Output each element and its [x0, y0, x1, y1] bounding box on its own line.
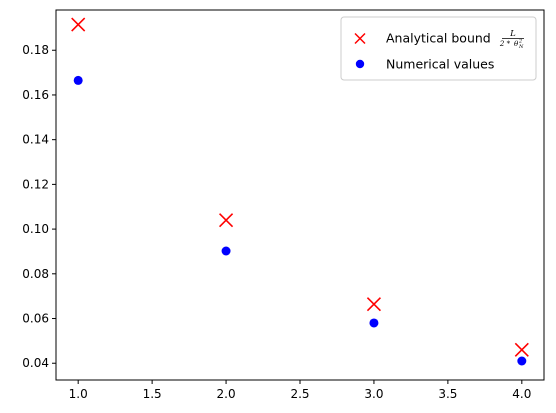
y-tick-label: 0.18: [22, 43, 49, 57]
y-tick-label: 0.10: [22, 222, 49, 236]
x-tick-label: 2.0: [217, 387, 236, 401]
svg-text:L: L: [509, 29, 516, 39]
data-points: [71, 17, 529, 366]
legend-marker-analytical: [354, 32, 366, 45]
x-tick-label: 4.0: [512, 387, 531, 401]
svg-text:N: N: [518, 44, 524, 50]
analytical-bound-point: [71, 17, 86, 32]
x-tick-label: 3.5: [438, 387, 457, 401]
numerical-value-point: [517, 356, 527, 366]
x-tick-label: 1.0: [69, 387, 88, 401]
legend-label-numerical: Numerical values: [386, 57, 494, 72]
legend: Analytical bound L 2 * θ 2 N Numerical v…: [340, 16, 537, 81]
legend-label-analytical: Analytical bound: [386, 31, 491, 46]
svg-text:θ: θ: [514, 40, 519, 48]
analytical-bound-point: [218, 213, 234, 228]
x-tick-label: 3.0: [364, 387, 383, 401]
y-tick-label: 0.04: [22, 356, 49, 370]
y-tick-label: 0.14: [22, 133, 49, 147]
numerical-value-point: [73, 75, 83, 85]
svg-text:2 *: 2 *: [499, 40, 511, 48]
legend-formula-analytical: L 2 * θ 2 N: [499, 29, 524, 50]
y-axis-ticks: 0.04 0.06 0.08 0.10 0.12 0.14 0.16 0.18: [22, 43, 56, 370]
analytical-bound-point: [366, 297, 382, 312]
plot-frame: [55, 9, 545, 381]
numerical-value-point: [221, 246, 231, 256]
legend-box: [340, 16, 537, 81]
x-tick-label: 1.5: [143, 387, 162, 401]
x-axis-ticks: 1.0 1.5 2.0 2.5 3.0 3.5 4.0: [69, 380, 531, 401]
y-tick-label: 0.06: [22, 312, 49, 326]
y-tick-label: 0.16: [22, 88, 49, 102]
analytical-bound-point: [514, 342, 529, 357]
svg-text:2: 2: [518, 39, 522, 45]
legend-marker-numerical: [355, 59, 365, 69]
y-tick-label: 0.08: [22, 267, 49, 281]
y-tick-label: 0.12: [22, 177, 49, 191]
x-tick-label: 2.5: [290, 387, 309, 401]
numerical-value-point: [369, 318, 379, 328]
